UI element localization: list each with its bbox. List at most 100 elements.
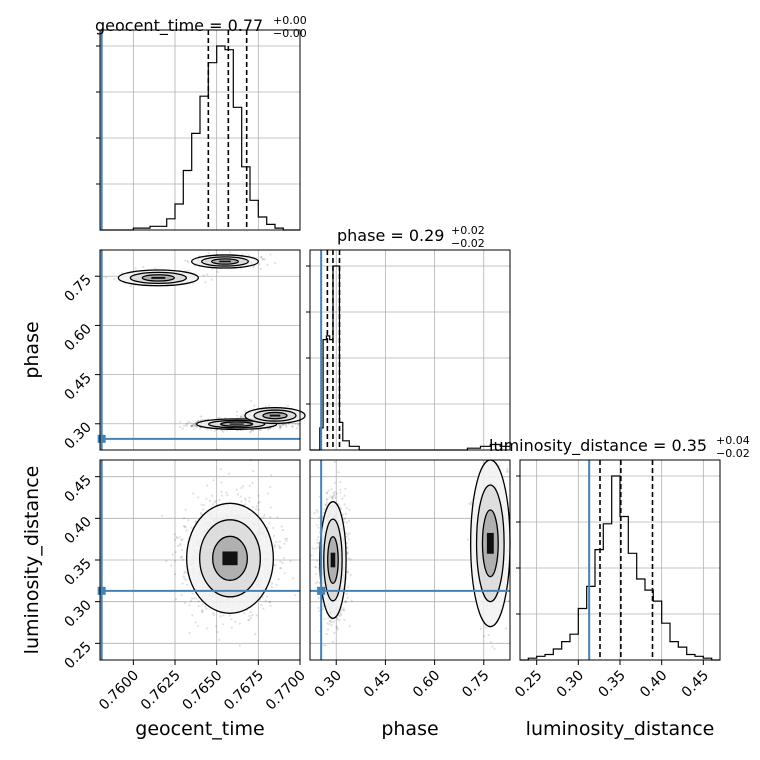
sample-point <box>213 501 216 504</box>
sample-point <box>289 559 292 563</box>
sample-point <box>134 267 137 270</box>
sample-point <box>247 618 250 622</box>
sample-point <box>260 429 263 432</box>
sample-point <box>284 537 287 540</box>
sample-point <box>343 494 346 497</box>
sample-point <box>183 571 186 575</box>
sample-point <box>185 424 188 428</box>
histogram-luminosity_distance <box>520 475 720 661</box>
sample-point <box>201 418 204 421</box>
sample-point <box>190 424 193 427</box>
sample-point <box>211 503 215 506</box>
sample-point <box>328 620 331 623</box>
sample-point <box>297 422 300 425</box>
sample-point <box>206 273 209 276</box>
sample-point <box>244 503 247 506</box>
x-tick-label-phase-1: 0.45 <box>361 668 394 701</box>
sample-point <box>248 431 252 434</box>
sample-point <box>242 414 245 417</box>
sample-point <box>226 494 229 497</box>
sample-point <box>176 537 179 540</box>
sample-point <box>249 399 253 402</box>
sample-point <box>325 632 328 636</box>
density-panel-phase-vs-geocent_time <box>97 249 306 451</box>
sample-point <box>184 508 187 511</box>
sample-point <box>507 599 510 602</box>
panel-frame <box>309 249 511 451</box>
sample-point <box>230 618 233 621</box>
x-tick-label-luminosity_distance-4: 0.45 <box>679 668 712 701</box>
sample-point <box>277 578 280 581</box>
sample-point <box>178 536 181 539</box>
sample-point <box>184 526 187 529</box>
sample-point <box>334 496 337 499</box>
sample-point <box>179 426 182 429</box>
panel-frame <box>99 29 301 231</box>
title-plus: +0.04 <box>716 434 750 447</box>
sample-point <box>347 538 351 541</box>
sample-point <box>197 496 200 499</box>
marginal-panel-phase <box>306 249 511 451</box>
sample-point <box>316 510 319 513</box>
sample-point <box>201 603 204 606</box>
sample-point <box>213 429 216 432</box>
sample-point <box>317 535 320 539</box>
sample-point <box>257 508 260 511</box>
sample-point <box>470 501 473 504</box>
title-luminosity_distance: luminosity_distance = 0.35 +0.04 −0.02 <box>489 434 750 460</box>
sample-point <box>266 263 269 266</box>
sample-point <box>281 424 284 427</box>
sample-point <box>192 282 195 285</box>
sample-point <box>269 485 272 489</box>
sample-point <box>201 508 205 511</box>
sample-point <box>238 622 241 625</box>
y-axis-label-phase: phase <box>21 321 43 378</box>
sample-point <box>190 425 193 428</box>
sample-point <box>190 424 193 427</box>
sample-point <box>275 540 278 543</box>
sample-point <box>339 491 342 494</box>
x-tick-label-phase-2: 0.60 <box>410 668 443 701</box>
sample-point <box>222 614 225 617</box>
sample-point <box>262 516 265 519</box>
sample-point <box>220 494 223 497</box>
sample-point <box>329 495 332 498</box>
sample-point <box>347 586 350 589</box>
x-tick-label-geocent_time-1: 0.7625 <box>138 668 184 714</box>
sample-point <box>258 263 261 266</box>
title-plus: +0.00 <box>273 14 307 27</box>
sample-point <box>247 254 250 257</box>
sample-point <box>187 420 190 423</box>
sample-point <box>129 285 132 288</box>
sample-point <box>332 620 335 623</box>
sample-point <box>349 558 352 561</box>
sample-point <box>338 619 341 622</box>
title-main: phase = 0.29 <box>337 226 444 245</box>
sample-point <box>341 497 344 500</box>
sample-point <box>253 404 256 407</box>
sample-point <box>317 516 320 519</box>
x-tick-label-phase-3: 0.75 <box>459 668 492 701</box>
sample-point <box>205 497 208 500</box>
sample-point <box>344 517 347 520</box>
sample-point <box>194 424 197 427</box>
sample-point <box>279 560 282 563</box>
sample-point <box>221 623 224 626</box>
sample-point <box>191 424 194 427</box>
sample-point <box>180 556 183 559</box>
sample-point <box>210 428 213 431</box>
sample-point <box>255 614 258 617</box>
sample-point <box>345 535 348 538</box>
sample-point <box>241 253 244 256</box>
sample-point <box>189 599 193 603</box>
sample-point <box>278 423 281 426</box>
sample-point <box>279 567 282 570</box>
sample-point <box>204 281 207 284</box>
sample-point <box>142 266 145 269</box>
sample-point <box>285 424 288 427</box>
sample-point <box>188 604 191 607</box>
sample-point <box>278 546 281 549</box>
sample-point <box>201 610 204 613</box>
sample-point <box>324 503 327 506</box>
x-tick-label-geocent_time-2: 0.7650 <box>180 668 226 714</box>
